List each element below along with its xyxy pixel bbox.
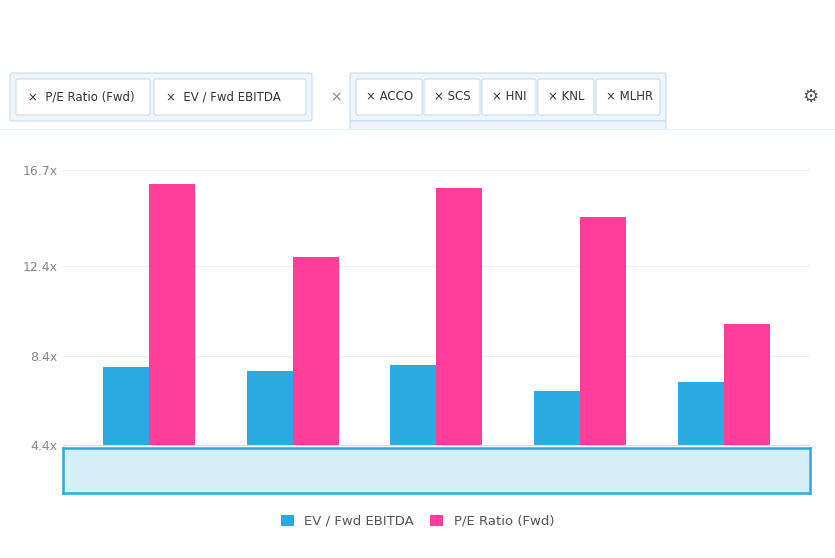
FancyBboxPatch shape — [154, 79, 306, 115]
FancyBboxPatch shape — [482, 79, 536, 115]
Bar — [580, 217, 626, 543]
Text: × SCS: × SCS — [434, 90, 471, 103]
FancyBboxPatch shape — [10, 73, 312, 121]
FancyBboxPatch shape — [350, 73, 666, 121]
Text: × MLHR: × MLHR — [606, 90, 653, 103]
FancyBboxPatch shape — [356, 79, 422, 115]
FancyBboxPatch shape — [424, 79, 480, 115]
Bar — [678, 382, 724, 543]
Text: ×: × — [650, 145, 660, 155]
Text: × KNL: × KNL — [548, 90, 584, 103]
Bar — [534, 391, 580, 543]
Bar — [103, 367, 149, 543]
FancyBboxPatch shape — [538, 79, 594, 115]
Text: ×  P/E Ratio (Fwd): × P/E Ratio (Fwd) — [28, 90, 134, 103]
Text: × HNI: × HNI — [492, 90, 527, 103]
Bar — [292, 257, 338, 543]
Bar — [149, 184, 195, 543]
Bar — [390, 364, 437, 543]
Text: ×  EV / Fwd EBITDA: × EV / Fwd EBITDA — [166, 90, 281, 103]
FancyBboxPatch shape — [350, 121, 666, 161]
Bar — [437, 188, 483, 543]
FancyBboxPatch shape — [596, 79, 660, 115]
Text: ⚙: ⚙ — [802, 88, 818, 106]
Legend: EV / Fwd EBITDA, P/E Ratio (Fwd): EV / Fwd EBITDA, P/E Ratio (Fwd) — [276, 509, 559, 533]
Bar — [246, 371, 292, 543]
Text: ×: × — [330, 90, 342, 104]
FancyBboxPatch shape — [16, 79, 150, 115]
Bar — [724, 324, 770, 543]
Text: × ACCO: × ACCO — [366, 90, 413, 103]
